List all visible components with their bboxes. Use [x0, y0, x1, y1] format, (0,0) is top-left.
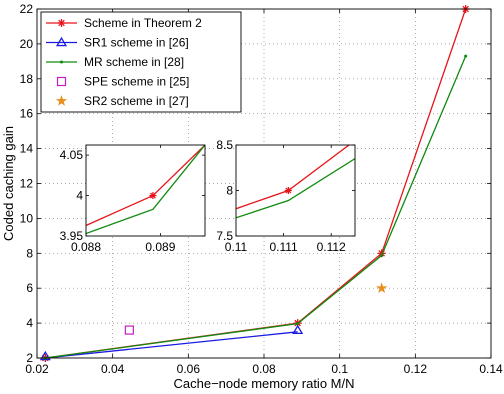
y-tick-label: 14	[20, 142, 34, 156]
x-tick-label: 0.06	[177, 362, 201, 376]
legend-label: SPE scheme in [25]	[84, 75, 189, 89]
inset-x-tick-label: 0.089	[145, 240, 175, 254]
y-tick-label: 8	[26, 246, 33, 260]
series-line	[45, 55, 467, 359]
y-tick-label: 2	[26, 351, 33, 365]
inset-x-tick-label: 0.111	[269, 240, 298, 254]
axes-frame	[36, 8, 492, 359]
x-tick-label: 0.02	[25, 362, 49, 376]
y-tick-label: 6	[26, 281, 33, 295]
legend-label: Scheme in Theorem 2	[84, 16, 202, 30]
inset-x-tick-label: 0.088	[71, 240, 101, 254]
y-axis-label: Coded caching gain	[1, 126, 16, 241]
data-point	[124, 325, 134, 335]
inset-plot-area	[86, 145, 205, 236]
inset-y-tick-label: 3.95	[60, 229, 84, 243]
legend-entry: SR1 scheme in [26]	[46, 36, 189, 50]
data-point	[39, 350, 51, 361]
inset-1: 0.11 0.111 0.112 7.5 8 8.5	[216, 138, 356, 254]
inset-y-tick-label: 8	[226, 184, 233, 198]
y-tick-label: 22	[20, 2, 34, 16]
data-point	[292, 324, 304, 335]
inset-y-tick-label: 4	[76, 189, 83, 203]
legend-marker	[55, 36, 68, 47]
legend: Scheme in Theorem 2 SR1 scheme in [26] MR …	[40, 11, 242, 113]
inset-data-point	[149, 192, 157, 200]
y-tick-label: 10	[20, 211, 34, 225]
inset-series-line	[236, 158, 355, 219]
data-point	[464, 54, 468, 58]
y-tick-label: 12	[20, 177, 34, 191]
data-point	[376, 282, 388, 293]
inset-x-tick-label: 0.112	[317, 240, 346, 254]
y-tick-label: 18	[20, 72, 34, 86]
legend-label: MR scheme in [28]	[84, 55, 184, 69]
legend-marker	[55, 95, 68, 106]
inset-y-tick-label: 7.5	[216, 229, 233, 243]
legend-marker	[60, 60, 63, 64]
inset-y-tick-label: 4.05	[60, 148, 84, 162]
legend-label: SR1 scheme in [26]	[84, 36, 189, 50]
x-tick-label: 0.1	[331, 362, 348, 376]
legend-entry: SPE scheme in [25]	[56, 75, 189, 89]
inset-x-tick-label: 0.11	[225, 240, 248, 254]
legend-entry: Scheme in Theorem 2	[46, 16, 202, 30]
y-tick-label: 20	[20, 37, 34, 51]
legend-entry: SR2 scheme in [27]	[55, 94, 189, 108]
x-axis-label: Cache−node memory ratio M/N	[174, 376, 355, 391]
series-3	[124, 325, 134, 335]
series-4	[376, 282, 388, 293]
series-1	[39, 324, 304, 361]
inset-series-line	[86, 145, 205, 235]
legend-entry: MR scheme in [28]	[46, 55, 184, 69]
series-line	[45, 331, 298, 359]
inset-y-tick-label: 8.5	[216, 138, 233, 152]
legend-marker	[56, 76, 67, 87]
inset-data-point	[284, 187, 292, 194]
data-point	[380, 253, 384, 257]
y-tick-label: 4	[26, 316, 33, 330]
data-point	[296, 322, 300, 326]
legend-marker	[57, 19, 66, 27]
inset-plot-area	[236, 145, 355, 236]
inset-0: 0.088 0.089 3.95 4 4.05	[60, 144, 206, 254]
legend-label: SR2 scheme in [27]	[84, 94, 189, 108]
inset-frame	[85, 144, 206, 237]
y-tick-label: 16	[20, 107, 34, 121]
x-tick-label: 0.08	[252, 362, 276, 376]
x-tick-label: 0.04	[101, 362, 125, 376]
inset-frame	[235, 144, 356, 237]
x-tick-label: 0.14	[479, 362, 503, 376]
x-tick-label: 0.12	[404, 362, 428, 376]
